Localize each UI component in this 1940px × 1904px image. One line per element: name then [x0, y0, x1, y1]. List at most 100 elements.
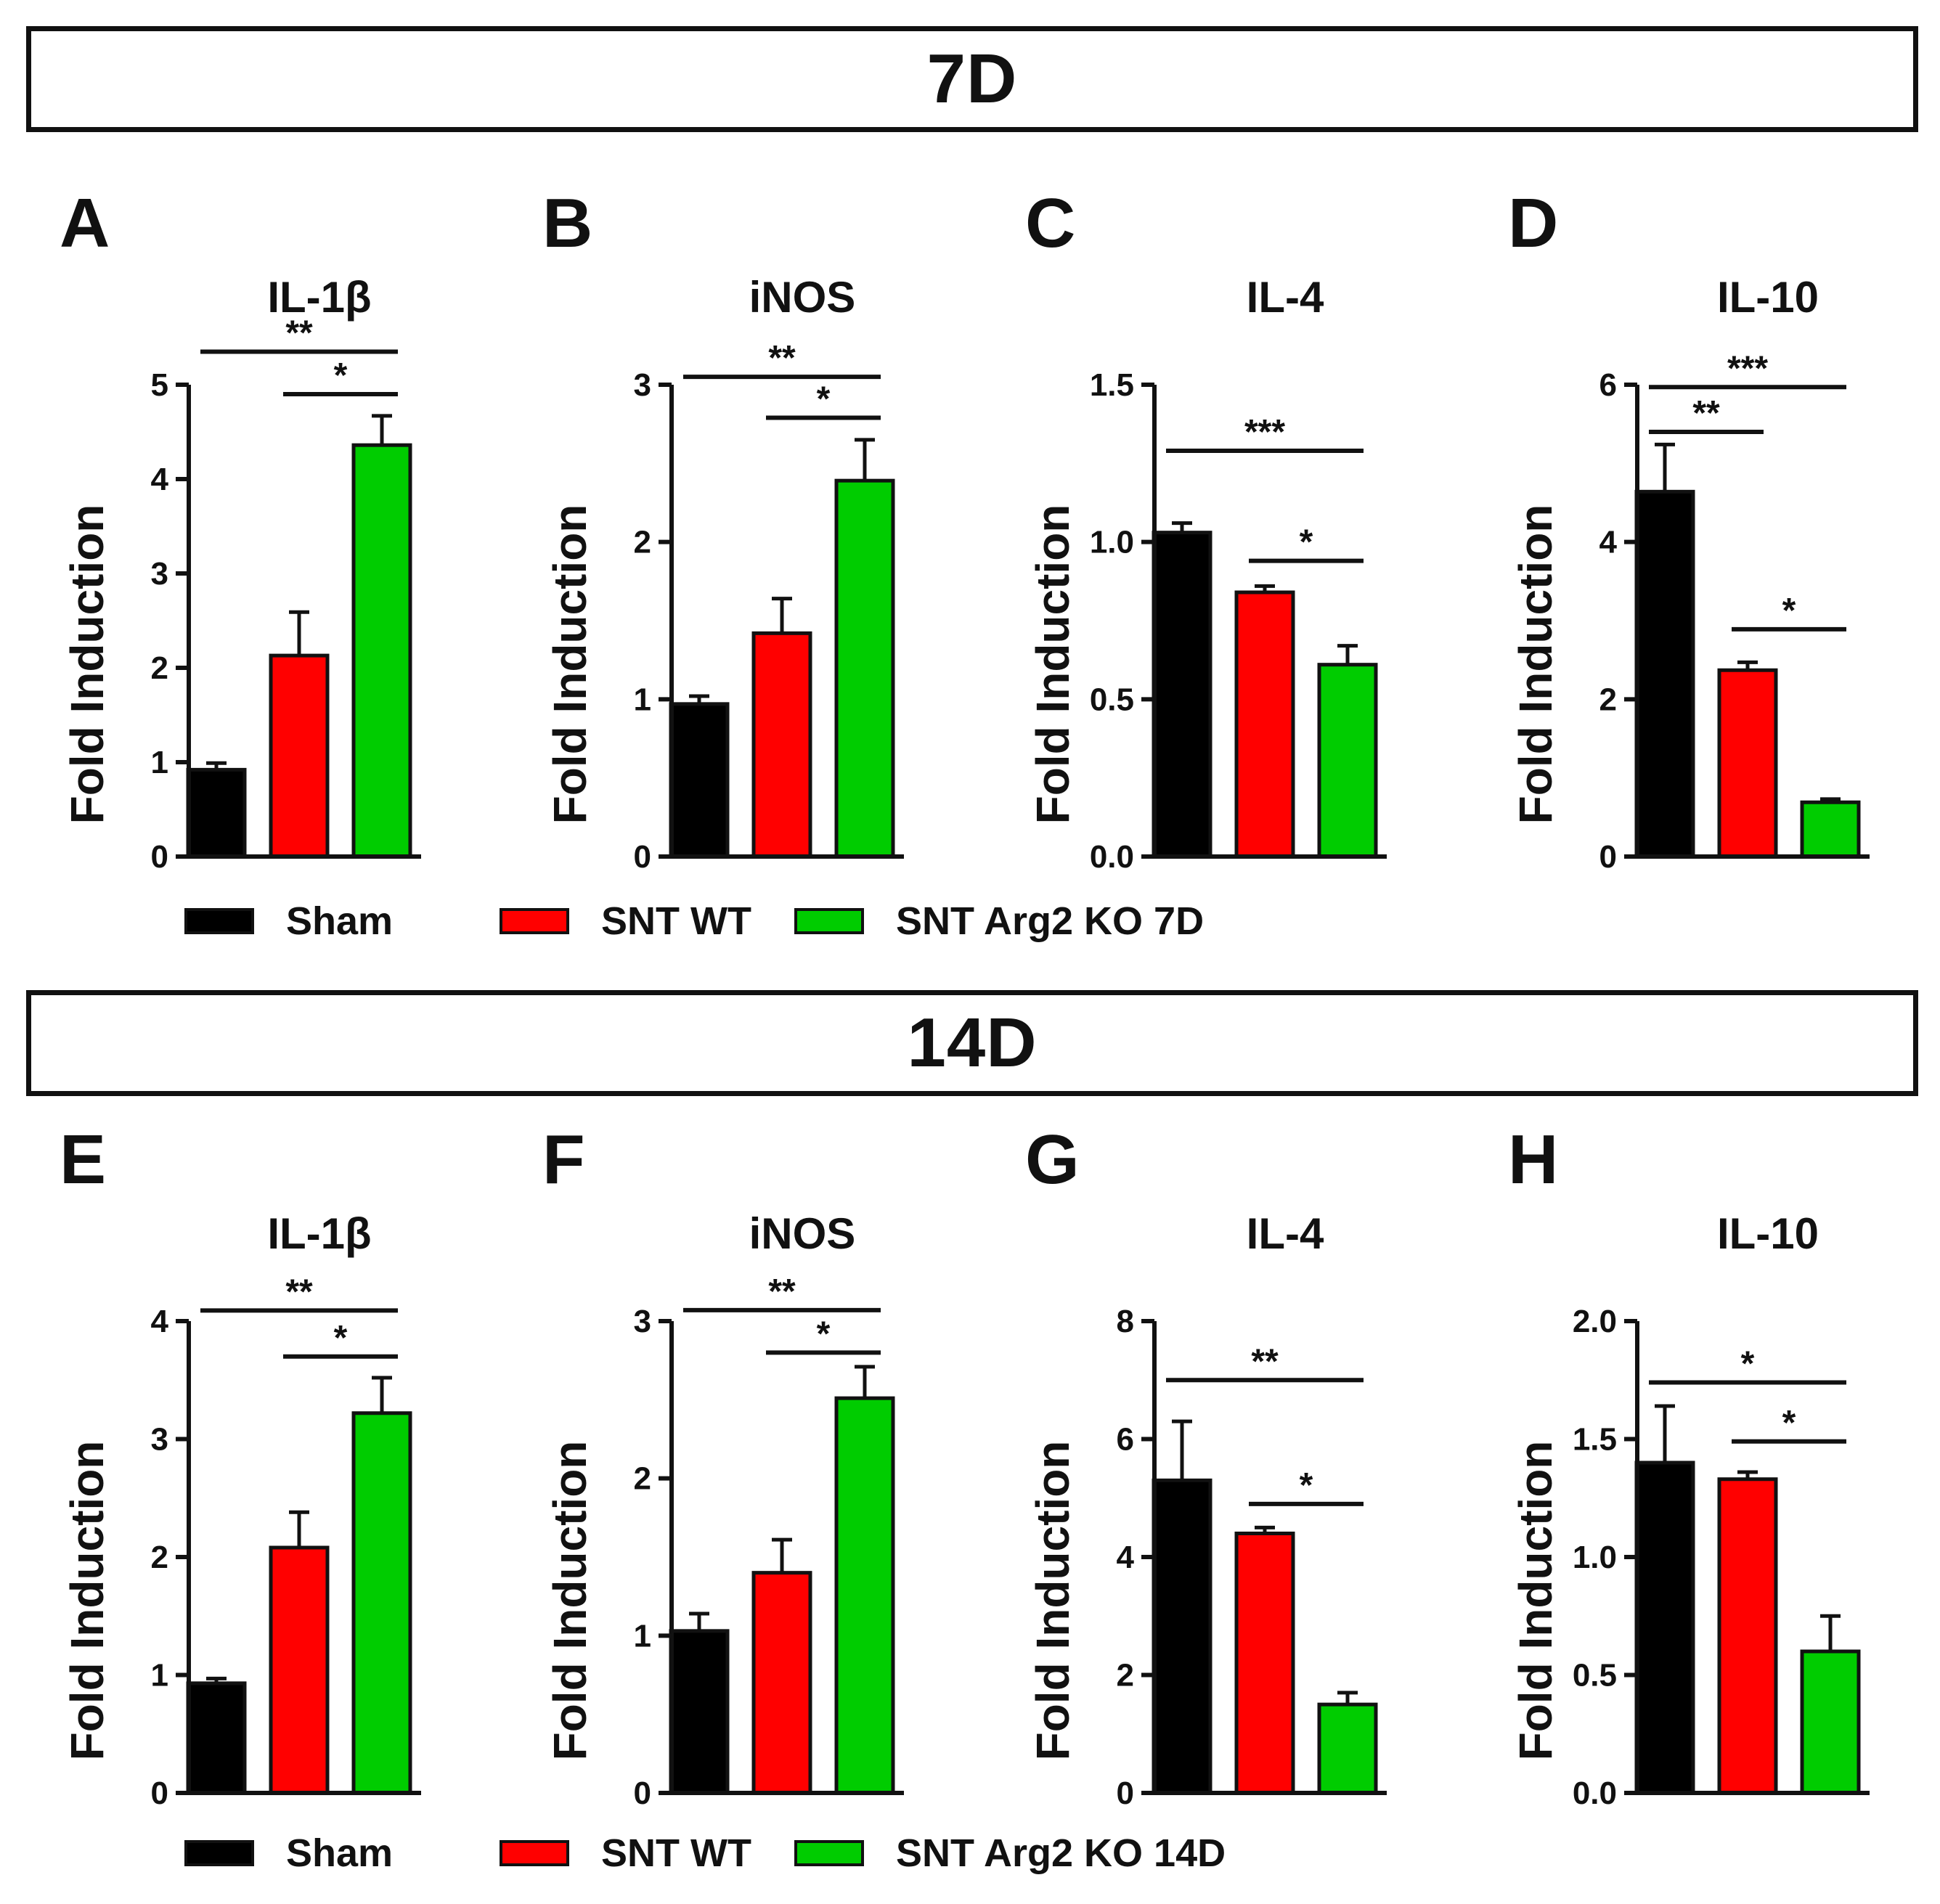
bar-snt-arg2-ko [834, 478, 895, 859]
y-axis-label: Fold Induction [1027, 504, 1079, 825]
significance-stars: ** [1251, 1342, 1279, 1381]
panel-letter: C [1025, 184, 1075, 262]
significance-stars: * [1300, 523, 1313, 562]
y-tick-label: 0 [151, 839, 168, 875]
significance-stars: ** [285, 1272, 313, 1311]
y-tick-label: 3 [151, 1422, 168, 1458]
chart-title: IL-1β [267, 273, 371, 322]
y-axis-label: Fold Induction [544, 1441, 596, 1761]
chart-title: IL-4 [1247, 1209, 1324, 1258]
chart-title: iNOS [749, 273, 856, 322]
legend-item-sham: Sham [184, 899, 393, 944]
bar-snt-wt [1717, 668, 1778, 859]
bar-snt-arg2-ko [834, 1396, 895, 1795]
y-tick-label: 2 [151, 1540, 168, 1575]
legend-label: SNT Arg2 KO 14D [896, 1831, 1226, 1875]
significance-stars: * [1741, 1345, 1755, 1384]
y-tick-label: 0 [1117, 1776, 1134, 1811]
significance-stars: ** [768, 339, 796, 377]
panel-g: G IL-4 Fold Induction 0 2 4 6 8 ** * [1009, 1121, 1459, 1836]
y-tick-label: 1 [634, 682, 651, 717]
bar-snt-wt [1717, 1477, 1778, 1795]
y-tick-label: 2 [1117, 1658, 1134, 1693]
legend-swatch [184, 1840, 254, 1866]
panel-c: C IL-4 Fold Induction 0.0 0.5 1.0 1.5 *** * [1009, 184, 1459, 900]
panel-e: E IL-1β Fold Induction 0 1 2 3 4 ** * [44, 1121, 494, 1836]
panel-a: A IL-1β Fold Induction 0 1 2 3 4 5 ** * [44, 184, 494, 900]
y-axis-label: Fold Induction [1509, 504, 1562, 825]
y-axis-label: Fold Induction [1509, 1441, 1562, 1761]
significance-stars: ** [768, 1272, 796, 1311]
y-tick-label: 1 [151, 1658, 168, 1693]
legend-swatch [500, 908, 569, 934]
legend-label: SNT WT [601, 899, 751, 943]
bar-sham [186, 767, 247, 859]
legend-item-sham: Sham [184, 1831, 393, 1876]
legend-label: SNT Arg2 KO 7D [896, 899, 1205, 943]
chart-title: iNOS [749, 1209, 856, 1258]
significance-stars: * [817, 1315, 831, 1353]
panel-letter: H [1508, 1121, 1558, 1198]
legend-label: SNT WT [601, 1831, 751, 1875]
bar-snt-wt [269, 1545, 330, 1795]
bar-snt-wt [751, 1571, 812, 1795]
y-axis-label: Fold Induction [61, 1441, 113, 1761]
y-tick-label: 3 [634, 1304, 651, 1339]
bar-snt-arg2-ko [1317, 663, 1378, 859]
bar-sham [1152, 531, 1212, 859]
panel-letter: B [542, 184, 592, 262]
bar-sham [1634, 1460, 1695, 1795]
legend-swatch [184, 908, 254, 934]
y-tick-label: 0.5 [1573, 1658, 1617, 1693]
bar-sham [1634, 489, 1695, 859]
y-tick-label: 1.5 [1090, 367, 1134, 403]
legend-label: Sham [286, 899, 394, 943]
y-axis-label: Fold Induction [61, 504, 113, 825]
bar-sham [669, 702, 730, 859]
legend-item-snt-arg2-ko: SNT Arg2 KO 14D [794, 1831, 1226, 1876]
panel-letter: E [60, 1121, 106, 1198]
chart-il10-14d: H IL-10 Fold Induction 0.0 0.5 1.0 1.5 2.0 * * [1508, 1121, 1870, 1811]
y-tick-label: 1.0 [1090, 525, 1134, 560]
bar-sham [669, 1629, 730, 1795]
bar-snt-wt [1234, 1532, 1295, 1795]
significance-stars: * [334, 356, 348, 395]
y-tick-label: 5 [151, 367, 168, 403]
y-tick-label: 2 [634, 1461, 651, 1497]
y-tick-label: 0 [1599, 839, 1617, 875]
panel-letter: G [1025, 1121, 1080, 1198]
panel-d: D IL-10 Fold Induction 0 2 4 6 *** ** * [1492, 184, 1940, 900]
y-tick-label: 6 [1599, 367, 1617, 403]
panel-h: H IL-10 Fold Induction 0.0 0.5 1.0 1.5 2.0 * * [1492, 1121, 1940, 1836]
legend-swatch [500, 1840, 569, 1866]
y-tick-label: 2.0 [1573, 1304, 1617, 1339]
significance-stars: * [817, 380, 831, 419]
y-tick-label: 4 [1117, 1540, 1135, 1575]
y-axis-label: Fold Induction [1027, 1441, 1079, 1761]
y-tick-label: 1 [634, 1618, 651, 1654]
bar-sham [186, 1681, 247, 1795]
chart-title: IL-1β [267, 1209, 371, 1258]
legend-swatch [794, 1840, 864, 1866]
chart-title: IL-10 [1717, 273, 1819, 322]
bar-snt-arg2-ko [1800, 1649, 1861, 1795]
y-tick-label: 2 [1599, 682, 1617, 717]
panel-letter: A [60, 184, 110, 262]
chart-title: IL-4 [1247, 273, 1324, 322]
y-tick-label: 0 [151, 1776, 168, 1811]
significance-stars: * [1782, 592, 1796, 630]
y-tick-label: 1 [151, 745, 168, 780]
section-banner-14d: 14D [26, 990, 1918, 1096]
y-tick-label: 4 [151, 462, 169, 497]
significance-stars: * [1300, 1466, 1313, 1505]
significance-stars: ** [285, 314, 313, 353]
legend-item-snt-wt: SNT WT [500, 1831, 751, 1876]
section-label: 14D [907, 1004, 1038, 1082]
